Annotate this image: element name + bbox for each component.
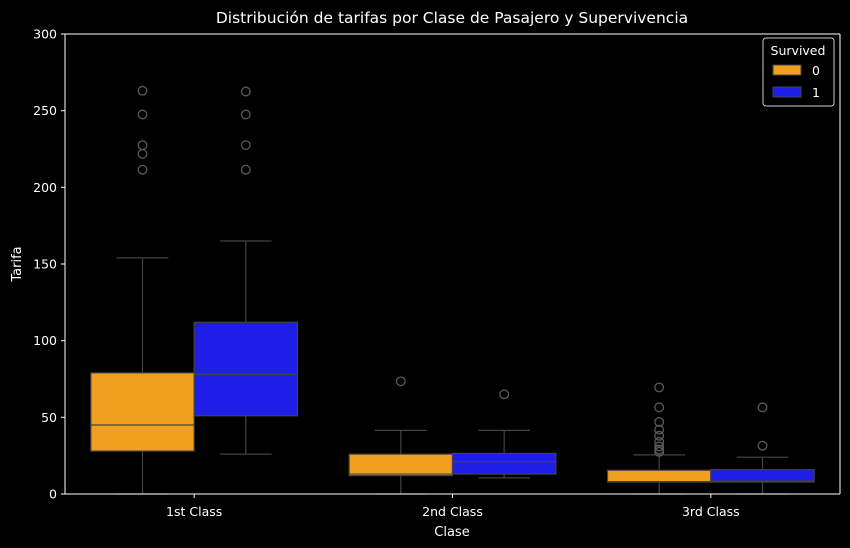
iqr-box — [348, 453, 454, 477]
iqr-box — [710, 469, 815, 483]
legend-label-0: 0 — [812, 63, 820, 78]
outlier-point — [654, 424, 665, 435]
outlier-point — [654, 436, 665, 447]
outlier-point — [757, 440, 768, 451]
outlier-point — [654, 382, 665, 393]
outlier-point — [395, 376, 406, 387]
y-tick-label: 200 — [33, 180, 57, 195]
y-tick-label: 250 — [33, 103, 57, 118]
legend: Survived 0 1 — [762, 37, 835, 107]
outlier-point — [240, 164, 251, 175]
box-3rd-class-survived-0 — [606, 382, 712, 495]
outlier-point — [654, 444, 665, 455]
y-axis-label: Tarifa — [10, 246, 25, 282]
outlier-point — [137, 164, 148, 175]
outlier-point — [499, 389, 510, 400]
box-1st-class-survived-0 — [90, 85, 195, 495]
x-tick-label: 2nd Class — [422, 504, 483, 519]
x-axis-label: Clase — [434, 525, 469, 540]
y-tick-label: 300 — [33, 27, 57, 42]
iqr-box — [90, 372, 195, 452]
x-tick-label: 1st Class — [166, 504, 222, 519]
outlier-point — [137, 109, 148, 120]
box-1st-class-survived-1 — [193, 86, 299, 455]
y-tick-label: 50 — [41, 410, 57, 425]
y-tick-label: 150 — [33, 257, 57, 272]
box-2nd-class-survived-1 — [451, 389, 557, 479]
outlier-point — [654, 430, 665, 441]
outlier-point — [757, 402, 768, 413]
outlier-point — [240, 140, 251, 151]
x-axis: 1st Class 2nd Class 3rd Class — [65, 33, 840, 519]
y-tick-label: 100 — [33, 333, 57, 348]
iqr-box — [606, 469, 712, 483]
legend-title: Survived — [771, 43, 826, 58]
outlier-point — [137, 140, 148, 151]
chart-title: Distribución de tarifas por Clase de Pas… — [216, 9, 688, 27]
outlier-point — [654, 441, 665, 452]
iqr-box — [451, 452, 557, 475]
outlier-point — [137, 85, 148, 96]
legend-swatch-0 — [772, 64, 802, 76]
outlier-point — [240, 109, 251, 120]
legend-swatch-1 — [772, 86, 802, 98]
y-tick-label: 0 — [49, 487, 57, 502]
legend-label-1: 1 — [812, 85, 820, 100]
outlier-point — [240, 86, 251, 97]
y-axis: 0 50 100 150 200 250 300 — [33, 27, 841, 502]
x-tick-label: 3rd Class — [682, 504, 740, 519]
iqr-box — [193, 321, 299, 417]
outlier-point — [654, 402, 665, 413]
outlier-point — [654, 416, 665, 427]
